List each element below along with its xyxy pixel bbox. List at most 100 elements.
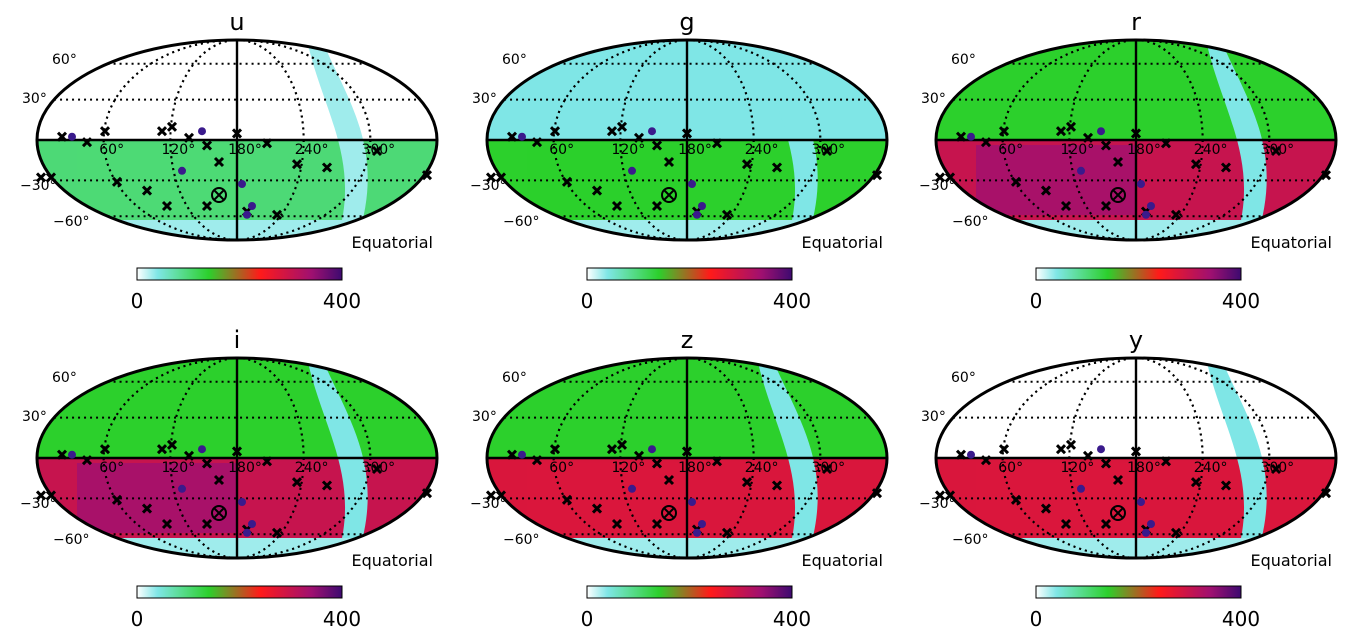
colorbar-min-label: 0 bbox=[1030, 607, 1043, 631]
source-dot bbox=[1147, 520, 1155, 528]
colorbar: 0 400 bbox=[131, 585, 361, 631]
lat-label: −30° bbox=[470, 178, 507, 194]
colorbar: 0 400 bbox=[1030, 267, 1260, 313]
panel-title: z bbox=[681, 326, 694, 354]
colorbar: 0 400 bbox=[581, 585, 811, 631]
x-marker-icon bbox=[531, 455, 543, 466]
source-dot bbox=[178, 166, 186, 175]
x-marker-icon bbox=[955, 131, 967, 142]
source-dot bbox=[248, 520, 256, 528]
lon-label: 120° bbox=[1060, 142, 1094, 158]
x-marker-icon bbox=[998, 126, 1010, 137]
x-marker-icon bbox=[1010, 176, 1022, 187]
x-marker-icon bbox=[506, 449, 518, 460]
colorbar-min-label: 0 bbox=[131, 289, 144, 313]
x-marker-icon bbox=[741, 159, 753, 170]
x-marker-icon bbox=[771, 480, 783, 491]
source-dot bbox=[248, 202, 256, 210]
colorbar-min-label: 0 bbox=[581, 289, 594, 313]
x-marker-icon bbox=[1112, 474, 1124, 486]
source-dot bbox=[1137, 498, 1145, 506]
x-marker-icon bbox=[1220, 480, 1232, 491]
source-dot bbox=[698, 202, 706, 210]
source-dot bbox=[198, 127, 206, 136]
x-marker-icon bbox=[1190, 159, 1202, 170]
x-marker-icon bbox=[231, 128, 243, 139]
x-marker-icon bbox=[495, 490, 507, 501]
lon-label: 120° bbox=[161, 460, 195, 476]
colorbar: 0 400 bbox=[1030, 585, 1260, 631]
x-marker-icon bbox=[616, 439, 628, 450]
x-marker-icon bbox=[261, 138, 273, 149]
source-dot bbox=[198, 445, 206, 454]
lat-label: −60° bbox=[503, 532, 540, 548]
lon-label: 120° bbox=[611, 460, 645, 476]
colorbar: 0 400 bbox=[131, 267, 361, 313]
x-marker-icon bbox=[1100, 518, 1112, 530]
lat-label: −30° bbox=[20, 178, 57, 194]
x-marker-icon bbox=[291, 477, 303, 488]
source-dot bbox=[238, 180, 246, 188]
source-dot bbox=[1077, 484, 1085, 493]
x-marker-icon bbox=[371, 145, 383, 157]
lat-label: −60° bbox=[952, 532, 989, 548]
panel-title: i bbox=[234, 326, 241, 354]
x-marker-icon bbox=[591, 185, 603, 196]
x-marker-icon bbox=[1055, 126, 1067, 137]
lat-label: 60° bbox=[502, 370, 527, 386]
panel-title: y bbox=[1129, 326, 1143, 354]
lat-label: 30° bbox=[22, 409, 47, 425]
x-marker-icon bbox=[291, 159, 303, 170]
x-marker-icon bbox=[485, 490, 497, 501]
source-dot bbox=[1142, 528, 1150, 537]
source-dot bbox=[688, 180, 696, 188]
x-marker-icon bbox=[271, 527, 283, 538]
x-marker-icon bbox=[231, 446, 243, 457]
x-marker-icon bbox=[561, 494, 573, 505]
lon-label: 120° bbox=[161, 142, 195, 158]
x-marker-icon bbox=[531, 137, 543, 148]
x-marker-icon bbox=[1270, 463, 1282, 475]
colorbar-max-label: 400 bbox=[323, 607, 361, 631]
x-marker-icon bbox=[1055, 444, 1067, 455]
lat-label: 30° bbox=[472, 409, 497, 425]
x-marker-icon bbox=[934, 172, 946, 183]
map-outline bbox=[934, 38, 1338, 242]
source-dot bbox=[243, 528, 251, 537]
circled-times-icon bbox=[661, 187, 677, 203]
lon-label: 60° bbox=[998, 460, 1023, 476]
x-marker-icon bbox=[1100, 140, 1112, 151]
colorbar-max-label: 400 bbox=[773, 607, 811, 631]
x-marker-icon bbox=[1130, 446, 1142, 457]
x-marker-icon bbox=[549, 126, 561, 137]
panel-title: g bbox=[679, 8, 694, 36]
skymap-panel-1: g60°30°−30°−60°60°120°180°240°300°Equato… bbox=[470, 8, 889, 313]
x-marker-icon bbox=[741, 477, 753, 488]
lon-label: 60° bbox=[99, 142, 124, 158]
lon-label: 240° bbox=[295, 142, 329, 158]
x-marker-icon bbox=[161, 518, 173, 530]
x-marker-icon bbox=[721, 527, 733, 538]
x-marker-icon bbox=[1130, 128, 1142, 139]
x-marker-icon bbox=[1320, 488, 1332, 499]
x-marker-icon bbox=[141, 185, 153, 196]
x-marker-icon bbox=[611, 200, 623, 212]
x-marker-icon bbox=[166, 121, 178, 132]
x-marker-icon bbox=[321, 480, 333, 491]
lat-label: 30° bbox=[472, 91, 497, 107]
x-marker-icon bbox=[681, 128, 693, 139]
x-marker-icon bbox=[1320, 170, 1332, 181]
x-marker-icon bbox=[998, 444, 1010, 455]
lon-label: 60° bbox=[549, 460, 574, 476]
x-marker-icon bbox=[161, 200, 173, 212]
x-marker-icon bbox=[111, 494, 123, 505]
frame-label: Equatorial bbox=[1250, 233, 1332, 252]
x-marker-icon bbox=[81, 137, 93, 148]
source-dot bbox=[1147, 202, 1155, 210]
x-marker-icon bbox=[1040, 503, 1052, 514]
x-marker-icon bbox=[821, 145, 833, 157]
lon-label: 240° bbox=[295, 460, 329, 476]
x-marker-icon bbox=[45, 172, 57, 183]
lon-label: 180° bbox=[228, 142, 262, 158]
x-marker-icon bbox=[980, 455, 992, 466]
